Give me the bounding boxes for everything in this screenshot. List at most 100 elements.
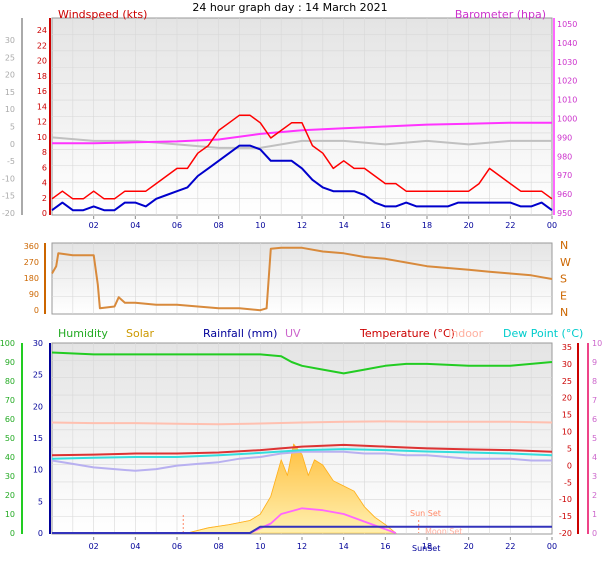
x-tick-label: 00	[547, 221, 557, 230]
compass-label: N	[560, 239, 568, 252]
barometer-tick: 1050	[557, 20, 577, 29]
x-tick-label: 08	[214, 221, 224, 230]
temperature-tick: -15	[559, 512, 572, 521]
annotation-sun-set: Sun Set	[410, 509, 441, 518]
legend-humidity: Humidity	[58, 327, 108, 340]
x-tick-label: 16	[380, 221, 390, 230]
temperature-tick: -10	[559, 495, 572, 504]
axis-labels: 242220181614121086420302520151050-5-10-1…	[0, 18, 602, 551]
humidity-tick: 0	[10, 529, 15, 538]
x-tick-label: 22	[505, 542, 515, 551]
x-tick-label: 18	[422, 542, 432, 551]
rainfall-tick: 30	[33, 339, 43, 348]
windspeed-tick: 22	[37, 41, 47, 50]
rainfall-tick: 20	[33, 402, 43, 411]
annotation-sunset-tick: SunSet	[412, 544, 440, 553]
x-tick-label: 20	[464, 221, 474, 230]
outer-left-tick: 30	[5, 36, 15, 45]
uv-tick: 2	[592, 491, 597, 500]
uv-tick: 3	[592, 472, 597, 481]
x-tick-label: 08	[214, 542, 224, 551]
windspeed-tick: 2	[42, 194, 47, 203]
series-line-direction	[51, 246, 553, 312]
series-line-barometer	[52, 121, 552, 145]
barometer-tick: 970	[557, 171, 572, 180]
windspeed-tick: 20	[37, 57, 47, 66]
humidity-tick: 20	[5, 491, 15, 500]
x-tick-label: 10	[255, 542, 265, 551]
direction-tick: 270	[24, 258, 39, 267]
humidity-tick: 90	[5, 358, 15, 367]
temperature-tick: -5	[564, 478, 572, 487]
windspeed-tick: 16	[37, 87, 47, 96]
barometer-tick: 1000	[557, 115, 577, 124]
x-tick-label: 10	[255, 221, 265, 230]
humidity-tick: 100	[0, 339, 15, 348]
uv-tick: 5	[592, 434, 597, 443]
windspeed-tick: 8	[42, 148, 47, 157]
chart-title: 24 hour graph day : 14 March 2021	[192, 1, 387, 14]
compass-label: N	[560, 306, 568, 319]
uv-tick: 0	[592, 529, 597, 538]
series-line-solar	[187, 443, 397, 534]
series-line-windspeed	[51, 114, 553, 200]
compass-label: E	[560, 289, 567, 302]
x-tick-label: 06	[172, 221, 182, 230]
x-tick-label: 02	[89, 221, 99, 230]
outer-left-tick: -15	[2, 192, 15, 201]
series-line-indoor	[51, 420, 553, 426]
series-line-apparent	[51, 450, 552, 472]
outer-left-tick: -20	[2, 209, 15, 218]
x-tick-label: 14	[339, 221, 349, 230]
legend-rainfall: Rainfall (mm)	[203, 327, 277, 340]
temperature-tick: 35	[562, 343, 572, 352]
windspeed-tick: 18	[37, 72, 47, 81]
x-tick-label: 02	[89, 542, 99, 551]
x-tick-label: 04	[130, 542, 140, 551]
humidity-tick: 10	[5, 510, 15, 519]
humidity-tick: 80	[5, 377, 15, 386]
humidity-tick: 40	[5, 453, 15, 462]
barometer-tick: 1020	[557, 77, 577, 86]
series-line-humidity	[51, 351, 553, 375]
barometer-tick: 1040	[557, 39, 577, 48]
x-tick-label: 12	[297, 221, 307, 230]
direction-tick: 360	[24, 242, 39, 251]
annotation-moon-set: Moon Set	[425, 527, 462, 536]
outer-left-tick: -10	[2, 174, 15, 183]
chart-marks	[51, 114, 553, 534]
x-tick-label: 18	[422, 221, 432, 230]
barometer-tick: 990	[557, 133, 572, 142]
temperature-tick: 5	[567, 445, 572, 454]
temperature-tick: 20	[562, 394, 572, 403]
uv-tick: 10	[592, 339, 602, 348]
uv-tick: 1	[592, 510, 597, 519]
uv-tick: 6	[592, 415, 597, 424]
direction-tick: 90	[29, 290, 39, 299]
legend-indoor: Indoor	[448, 327, 484, 340]
outer-left-tick: 15	[5, 88, 15, 97]
compass-label: W	[560, 256, 571, 269]
x-tick-label: 00	[547, 542, 557, 551]
humidity-tick: 70	[5, 396, 15, 405]
barometer-axis-label: Barometer (hpa)	[455, 8, 546, 21]
windspeed-tick: 6	[42, 163, 47, 172]
series-line-temperature	[51, 443, 553, 457]
rainfall-tick: 15	[33, 434, 43, 443]
x-tick-label: 12	[297, 542, 307, 551]
temperature-tick: 10	[562, 428, 572, 437]
barometer-tick: 1030	[557, 58, 577, 67]
windspeed-tick: 24	[37, 26, 47, 35]
windspeed-tick: 0	[42, 209, 47, 218]
uv-tick: 4	[592, 453, 597, 462]
legend-temperature: Temperature (°C)	[359, 327, 455, 340]
outer-left-tick: 10	[5, 105, 15, 114]
outer-left-tick: 20	[5, 71, 15, 80]
outer-left-tick: 25	[5, 53, 15, 62]
temperature-tick: 15	[562, 411, 572, 420]
temperature-tick: 0	[567, 461, 572, 470]
uv-tick: 7	[592, 396, 597, 405]
windspeed-tick: 4	[42, 179, 47, 188]
temperature-tick: 25	[562, 377, 572, 386]
